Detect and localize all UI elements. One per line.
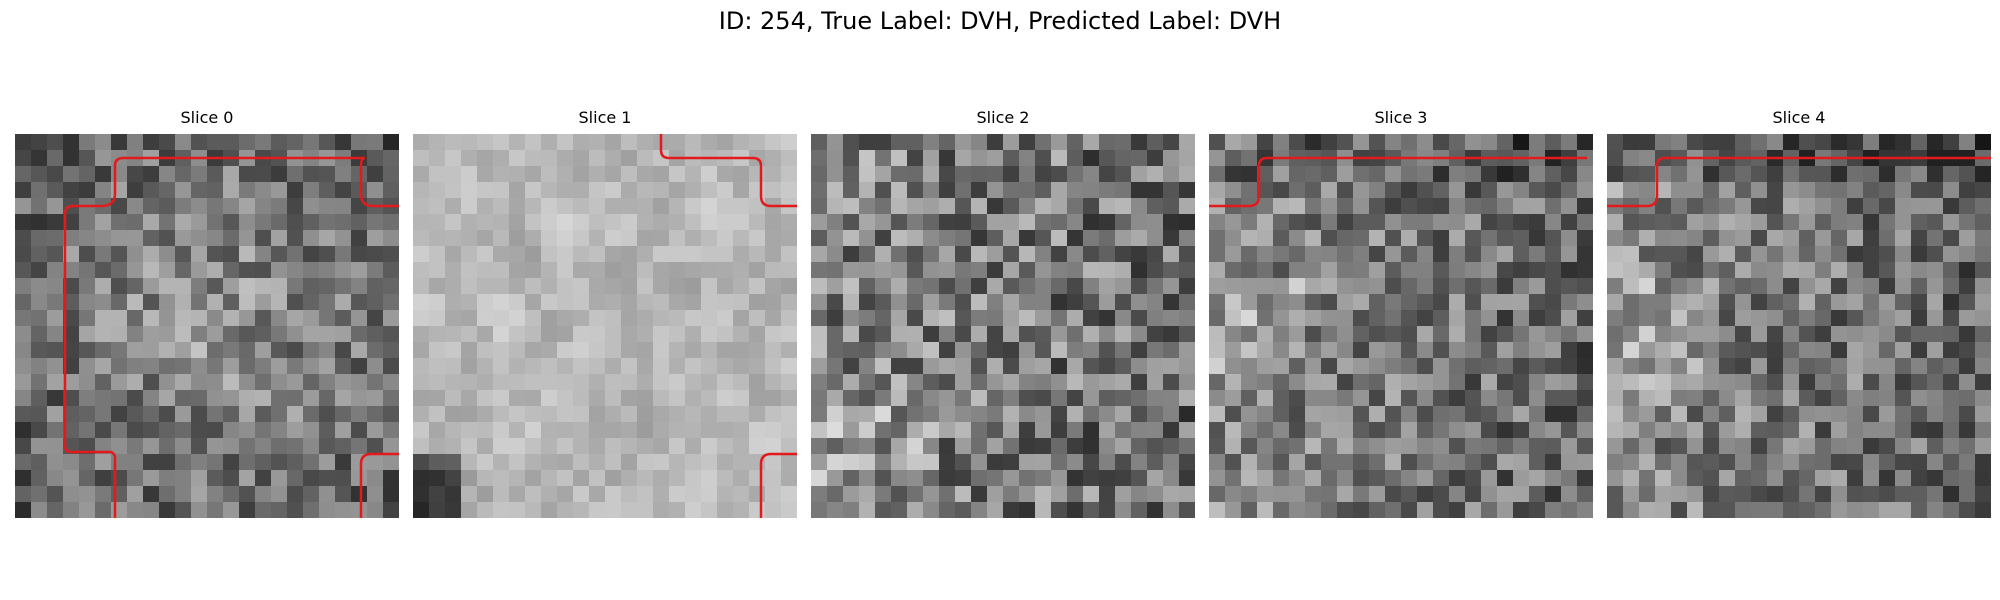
- contour-line: [359, 452, 399, 518]
- contour-overlay-1: [659, 134, 797, 518]
- slice-image-1: [413, 134, 797, 518]
- slice-title-2: Slice 2: [976, 108, 1030, 127]
- slice-image-0: [15, 134, 399, 518]
- slice-image-2: [811, 134, 1195, 518]
- slice-panel-4: Slice 4: [1607, 107, 1991, 518]
- slice-panel-3: Slice 3: [1209, 107, 1593, 518]
- contour-line: [1209, 156, 1587, 208]
- figure-title: ID: 254, True Label: DVH, Predicted Labe…: [718, 7, 1282, 35]
- slice-panel-1: Slice 1: [413, 107, 797, 518]
- contour-line: [659, 134, 797, 208]
- slice-title-4: Slice 4: [1772, 108, 1826, 127]
- slice-panel-2: Slice 2: [811, 107, 1195, 518]
- slice-image-4: [1607, 134, 1991, 518]
- slice-title-3: Slice 3: [1374, 108, 1428, 127]
- contour-overlay-4: [1607, 156, 1991, 208]
- contour-overlay-0: [63, 156, 399, 518]
- slice-image-3: [1209, 134, 1593, 518]
- contour-overlay-3: [1209, 156, 1587, 208]
- slice-title-1: Slice 1: [578, 108, 632, 127]
- contour-line: [63, 156, 399, 518]
- slice-title-0: Slice 0: [180, 108, 234, 127]
- contour-line: [759, 452, 797, 518]
- contour-line: [1607, 156, 1991, 208]
- slice-panel-0: Slice 0: [15, 107, 399, 518]
